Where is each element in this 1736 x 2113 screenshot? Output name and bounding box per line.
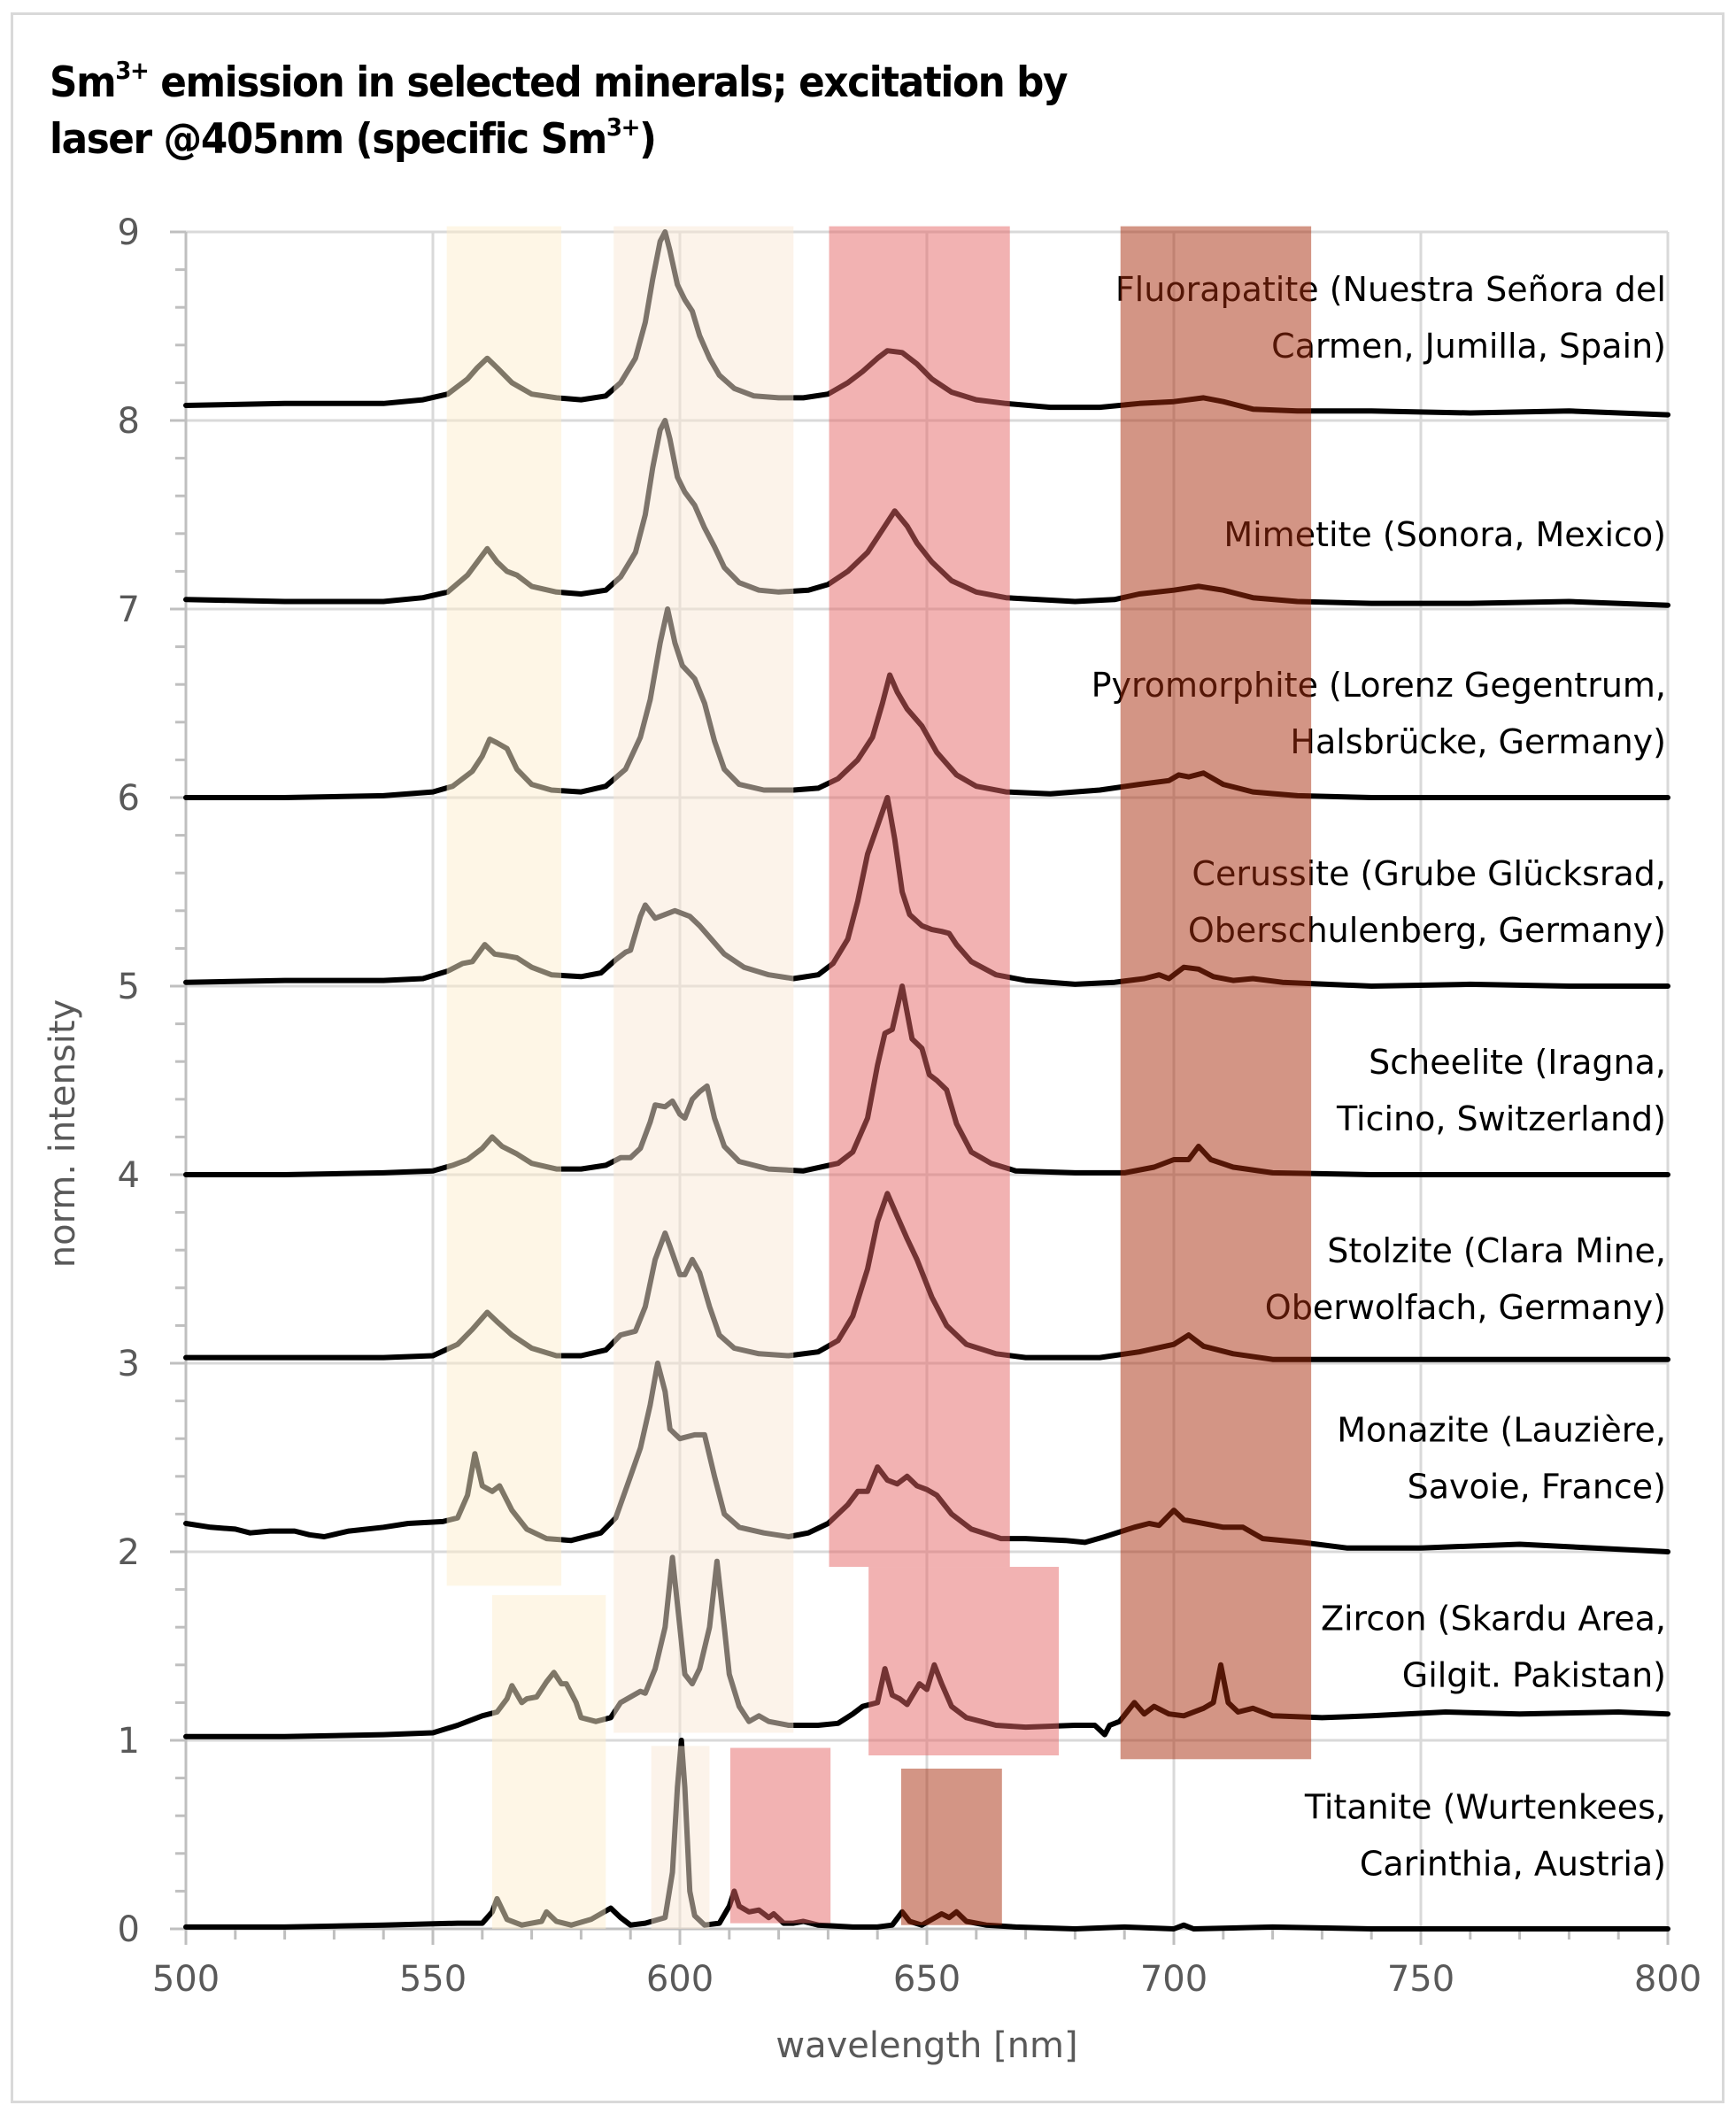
series-label: Halsbrücke, Germany) (1290, 722, 1666, 761)
series-label: Gilgit. Pakistan) (1402, 1655, 1666, 1694)
x-tick-label: 500 (152, 1959, 220, 2000)
title-text: laser @405nm (specific Sm (50, 115, 607, 164)
band-yellow (446, 226, 562, 1586)
chart-title: Sm3+ emission in selected minerals; exci… (50, 55, 1069, 168)
title-text: Sm (50, 58, 117, 107)
band-brown (900, 1768, 1002, 1925)
series-label: Ticino, Switzerland) (1336, 1099, 1666, 1138)
title-superscript: 3+ (606, 112, 641, 142)
band-brown (1120, 226, 1312, 1760)
y-tick-label: 3 (118, 1344, 140, 1384)
title-text: emission in selected minerals; excitatio… (148, 58, 1068, 107)
band-yellow (491, 1594, 606, 1929)
series-label: Stolzite (Clara Mine, (1327, 1231, 1666, 1270)
band-pink (729, 1747, 831, 1924)
y-tick-label: 7 (118, 590, 140, 630)
x-tick-label: 600 (646, 1959, 714, 2000)
wavelength-bands (446, 226, 1312, 1929)
x-tick-label: 700 (1140, 1959, 1207, 2000)
band-pink (829, 226, 1010, 1568)
y-tick-label: 5 (118, 967, 140, 1007)
title-superscript: 3+ (115, 56, 150, 85)
band-beige (613, 226, 794, 1733)
y-tick-label: 2 (118, 1532, 140, 1573)
series-label: Monazite (Lauzière, (1337, 1411, 1666, 1450)
y-tick-label: 0 (118, 1909, 140, 1950)
y-tick-label: 9 (118, 212, 140, 253)
title-text: ) (639, 115, 657, 164)
band-pink (868, 1567, 1059, 1756)
band-beige (651, 1746, 710, 1929)
series-label: Carmen, Jumilla, Spain) (1271, 327, 1666, 366)
series-label: Titanite (Wurtenkees, (1304, 1788, 1666, 1827)
series-label: Savoie, France) (1408, 1467, 1666, 1506)
chart-frame (11, 12, 1724, 2103)
y-axis-title: norm. intensity (42, 999, 83, 1268)
series-label: Scheelite (Iragna, (1369, 1043, 1666, 1082)
tick-labels: 0 1 2 3 4 5 6 7 8 9 500 550 600 650 700 750 800 (118, 212, 1702, 2000)
x-tick-label: 550 (399, 1959, 467, 2000)
series-label: Oberwolfach, Germany) (1265, 1288, 1666, 1327)
y-tick-label: 8 (118, 401, 140, 442)
series-label: Zircon (Skardu Area, (1321, 1600, 1666, 1639)
series-label: Carinthia, Austria) (1360, 1844, 1666, 1883)
x-tick-label: 800 (1634, 1959, 1701, 2000)
x-axis-title: wavelength [nm] (775, 2025, 1077, 2066)
y-tick-label: 4 (118, 1155, 140, 1196)
y-tick-label: 1 (118, 1721, 140, 1762)
x-tick-label: 750 (1387, 1959, 1454, 2000)
x-tick-label: 650 (893, 1959, 961, 2000)
y-tick-label: 6 (118, 778, 140, 819)
